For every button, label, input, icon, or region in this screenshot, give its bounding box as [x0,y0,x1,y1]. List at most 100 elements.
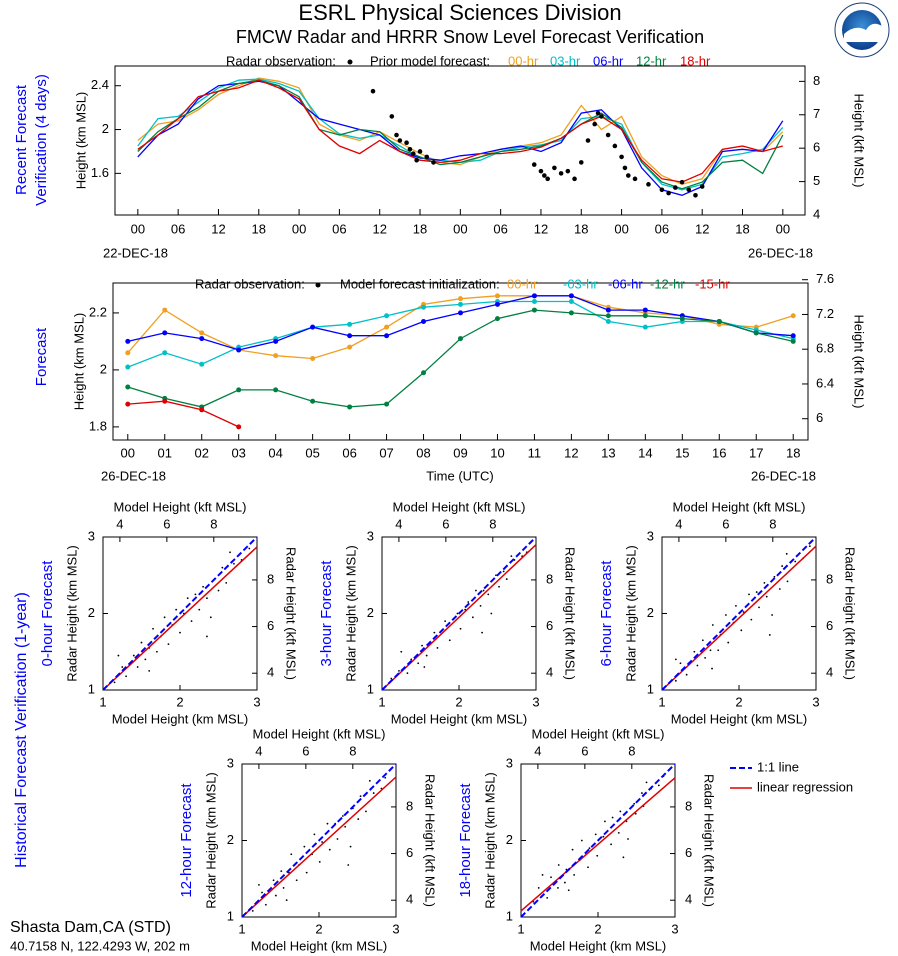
y2-axis-label: Radar Height (kft MSL) [702,774,717,907]
x-tick-label: 05 [305,445,319,460]
scatter-point [190,620,193,623]
scatter-point [136,666,139,668]
scatter-point [209,616,212,619]
scatter-point [365,810,367,813]
observation-point [394,132,399,138]
observation-point [404,140,409,145]
series-point [531,293,537,299]
scatter-point [537,887,540,889]
x2-tick-label: 4 [116,516,123,531]
scatter-point [471,616,474,619]
legend-label: -03-hr [563,276,598,291]
series-line [137,79,784,190]
regression-line [241,776,397,918]
series-point [494,301,500,307]
observation-point [686,187,692,193]
scatter-point [459,627,462,630]
x2-tick-label: 6 [581,743,588,758]
x2-tick-label: 4 [534,743,541,758]
observation-point [666,190,671,196]
series-point [347,333,353,339]
scatter-point [280,870,283,872]
series-point [162,398,168,404]
y2-tick-label: 8 [546,571,553,586]
scatter-point [633,802,636,805]
x-tick-label: 2 [315,921,322,936]
series-point [458,310,463,316]
observation-point [565,168,571,174]
scatter-point [368,779,371,782]
series-point [162,330,168,336]
identity-line [661,536,817,691]
x-tick-label: 12 [211,221,225,236]
scatter-point [596,854,599,857]
x2-tick-label: 4 [675,516,682,531]
y2-axis-label: Height (kft MSL) [852,94,867,188]
y-tick-label: 2 [100,361,107,376]
scatter-point [448,639,451,642]
scatter-point [627,838,629,840]
scatter-point [179,631,181,634]
series-point [273,387,279,393]
scatter-point [479,604,482,607]
scatter-point [645,781,648,784]
y2-tick-label: 4 [406,892,413,907]
scatter-point [140,641,143,644]
observation-point [545,176,550,182]
y-axis-label: Radar Height (km MSL) [482,772,497,909]
series-point [384,401,390,407]
series-point [568,293,574,299]
y2-tick-label: 8 [267,571,274,586]
observation-point [424,154,430,160]
x-tick-label: 00 [121,445,135,460]
x-tick-label: 1 [378,694,385,709]
scatter-point [344,825,347,828]
y-tick-label: 3 [88,528,95,543]
observation-point [632,176,638,182]
y-tick-label: 1.8 [89,418,107,433]
series-point [605,313,611,319]
regression-legend-label: linear regression [757,779,853,794]
scatter-point [217,589,220,592]
x-axis-label: Model Height (km MSL) [530,938,667,953]
series-point [679,316,685,322]
series-point [642,324,648,330]
series-point [384,324,390,330]
scatter-point [163,616,166,619]
scatter-point [573,874,576,876]
legend-observation: Radar observation: [226,53,336,68]
observation-point [538,168,544,174]
scatter-point [487,593,490,596]
scatter-point [328,848,331,851]
scatter-point [384,776,387,779]
scatter-point [498,585,500,588]
legend-observation-dot [347,59,353,65]
scatter-point [261,891,263,894]
y2-tick-label: 6.8 [816,341,834,356]
scatter-point [794,560,797,563]
chart-panel: 1.6 2 2.4 4 5 6 7 8 00 06 12 18 00 06 12 18 00 06 12 18 00 06… [13,53,867,260]
x-tick-label: 12 [695,221,709,236]
series-point [347,404,353,410]
series-point [421,370,427,376]
regression-line [102,546,258,691]
identity-line [102,536,258,691]
scatter-point [674,679,677,682]
scatter-point [425,654,428,657]
series-point [384,333,390,339]
scatter-point [194,593,197,596]
scatter-point [490,612,493,615]
panel-title: 12-hour Forecast [178,783,195,898]
scatter-point [198,608,201,611]
observation-point [646,182,651,187]
observation-point [699,184,705,189]
series-point [310,356,316,362]
y-axis-label: Radar Height (km MSL) [343,545,358,682]
x2-tick-label: 6 [302,743,309,758]
scatter-point [436,647,439,649]
scatter-point [251,909,254,912]
y2-tick-label: 7.2 [816,306,834,321]
panel-title: 18-hour Forecast [457,783,474,898]
scatter-point [400,650,403,653]
series-point [568,299,574,305]
